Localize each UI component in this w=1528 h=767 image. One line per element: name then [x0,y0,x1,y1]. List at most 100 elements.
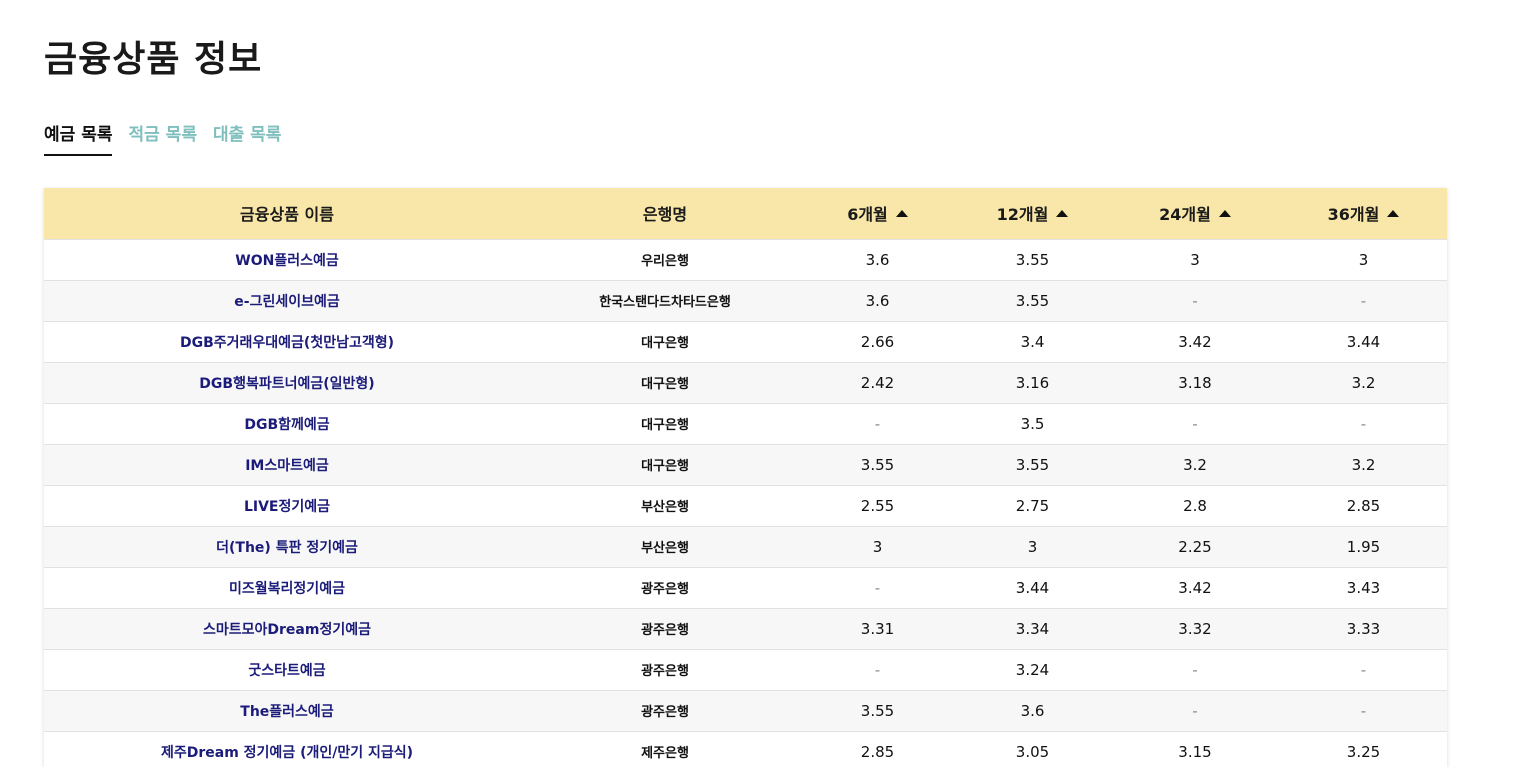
rate-12-months: 3.4 [1020,332,1045,351]
rate-12-months: 3.05 [1015,742,1050,761]
table-row[interactable]: 제주Dream 정기예금 (개인/만기 지급식) 제주은행 2.85 3.05 … [44,731,1447,767]
rate-24-months: 2.8 [1183,496,1207,515]
tab-deposits[interactable]: 예금 목록 [44,120,113,156]
product-name-link[interactable]: LIVE정기예금 [243,498,331,515]
rate-6-months: 2.85 [860,742,895,761]
rate-6-months: - [874,578,881,597]
column-header-36-months[interactable]: 36개월 [1280,188,1447,239]
product-name-link[interactable]: 미즈월복리정기예금 [229,580,345,597]
rate-12-months: 3.6 [1020,701,1045,720]
product-name-link[interactable]: 스마트모아Dream정기예금 [203,621,371,638]
rate-12-months: 3.34 [1015,619,1050,638]
tab-bar: 예금 목록 적금 목록 대출 목록 [44,120,281,158]
column-header-12-months[interactable]: 12개월 [955,188,1110,239]
rate-36-months: 3 [1358,250,1369,269]
rate-6-months: - [874,660,881,679]
page-title: 금융상품 정보 [44,39,263,80]
table-row[interactable]: DGB함께예금 대구은행 - 3.5 - - [44,403,1447,444]
rate-36-months: 3.2 [1351,455,1376,474]
rate-24-months: 2.25 [1178,537,1212,556]
bank-name: 광주은행 [641,582,689,597]
rate-24-months: 3.18 [1178,373,1212,392]
rate-36-months: 3.25 [1346,742,1381,761]
table-row[interactable]: IM스마트예금 대구은행 3.55 3.55 3.2 3.2 [44,444,1447,485]
rate-6-months: 3 [872,537,883,556]
bank-name: 부산은행 [641,541,689,556]
column-header-6-months[interactable]: 6개월 [800,188,955,239]
table-row[interactable]: DGB행복파트너예금(일반형) 대구은행 2.42 3.16 3.18 3.2 [44,362,1447,403]
bank-name: 우리은행 [641,254,689,269]
rate-6-months: - [874,414,881,433]
table-row[interactable]: e-그린세이브예금 한국스탠다드차타드은행 3.6 3.55 - - [44,280,1447,321]
rate-6-months: 3.6 [865,250,890,269]
bank-name: 대구은행 [641,336,689,351]
product-name-link[interactable]: DGB주거래우대예금(첫만남고객형) [179,334,395,351]
rate-24-months: 3.42 [1178,332,1212,351]
product-name-link[interactable]: The플러스예금 [240,703,334,720]
product-name-link[interactable]: e-그린세이브예금 [234,293,340,310]
rate-36-months: - [1360,701,1367,720]
table-row[interactable]: DGB주거래우대예금(첫만남고객형) 대구은행 2.66 3.4 3.42 3.… [44,321,1447,362]
product-name-link[interactable]: 더(The) 특판 정기예금 [216,539,358,556]
tab-savings[interactable]: 적금 목록 [128,125,197,145]
caret-up-icon[interactable] [1387,210,1400,218]
rate-36-months: 3.43 [1346,578,1381,597]
bank-name: 부산은행 [641,500,689,515]
rate-6-months: 2.55 [860,496,895,515]
rate-6-months: 3.55 [860,701,895,720]
product-name-link[interactable]: DGB함께예금 [244,416,330,433]
table-row[interactable]: 굿스타트예금 광주은행 - 3.24 - - [44,649,1447,690]
products-table: 금융상품 이름 은행명 6개월 12개월 24개월 36개월 WON플러스예금 … [44,188,1447,767]
bank-name: 대구은행 [641,459,689,474]
bank-name: 광주은행 [641,705,689,720]
rate-36-months: - [1360,291,1367,310]
table-body: WON플러스예금 우리은행 3.6 3.55 3 3 e-그린세이브예금 한국스… [44,239,1447,767]
bank-name: 대구은행 [641,418,689,433]
caret-up-icon[interactable] [1218,210,1231,218]
rate-12-months: 3.44 [1015,578,1050,597]
rate-24-months: - [1192,660,1198,679]
product-name-link[interactable]: 굿스타트예금 [248,662,326,679]
rate-6-months: 3.6 [865,291,890,310]
caret-up-icon[interactable] [895,210,908,218]
table-row[interactable]: LIVE정기예금 부산은행 2.55 2.75 2.8 2.85 [44,485,1447,526]
product-name-link[interactable]: 제주Dream 정기예금 (개인/만기 지급식) [160,744,414,761]
caret-up-icon[interactable] [1056,210,1069,218]
rate-24-months: - [1192,291,1198,310]
rate-12-months: 3.55 [1015,291,1050,310]
rate-12-months: 3.55 [1015,250,1050,269]
rate-12-months: 3.16 [1015,373,1050,392]
rate-24-months: 3.15 [1178,742,1212,761]
bank-name: 한국스탠다드차타드은행 [599,295,731,310]
rate-12-months: 3 [1027,537,1038,556]
product-name-link[interactable]: IM스마트예금 [245,457,329,474]
rate-36-months: - [1360,414,1367,433]
rate-24-months: - [1192,701,1198,720]
column-header-product-name: 금융상품 이름 [240,205,334,225]
rate-12-months: 3.55 [1015,455,1050,474]
rate-6-months: 3.31 [860,619,895,638]
table-row[interactable]: 스마트모아Dream정기예금 광주은행 3.31 3.34 3.32 3.33 [44,608,1447,649]
bank-name: 광주은행 [641,664,689,679]
rate-6-months: 2.66 [860,332,895,351]
rate-6-months: 3.55 [860,455,895,474]
table-row[interactable]: 미즈월복리정기예금 광주은행 - 3.44 3.42 3.43 [44,567,1447,608]
rate-12-months: 3.24 [1015,660,1050,679]
rate-36-months: 3.33 [1346,619,1381,638]
rate-36-months: 3.44 [1346,332,1381,351]
product-name-link[interactable]: WON플러스예금 [235,252,339,269]
bank-name: 제주은행 [641,746,689,762]
bank-name: 대구은행 [641,377,689,392]
table-row[interactable]: WON플러스예금 우리은행 3.6 3.55 3 3 [44,239,1447,280]
table-row[interactable]: 더(The) 특판 정기예금 부산은행 3 3 2.25 1.95 [44,526,1447,567]
rate-12-months: 2.75 [1015,496,1050,515]
rate-24-months: 3.42 [1178,578,1212,597]
column-header-bank: 은행명 [642,205,688,225]
product-name-link[interactable]: DGB행복파트너예금(일반형) [199,375,375,392]
rate-6-months: 2.42 [860,373,895,392]
tab-loans[interactable]: 대출 목록 [212,125,282,145]
rate-36-months: 1.95 [1346,537,1381,556]
column-header-24-months[interactable]: 24개월 [1110,188,1280,239]
table-row[interactable]: The플러스예금 광주은행 3.55 3.6 - - [44,690,1447,731]
